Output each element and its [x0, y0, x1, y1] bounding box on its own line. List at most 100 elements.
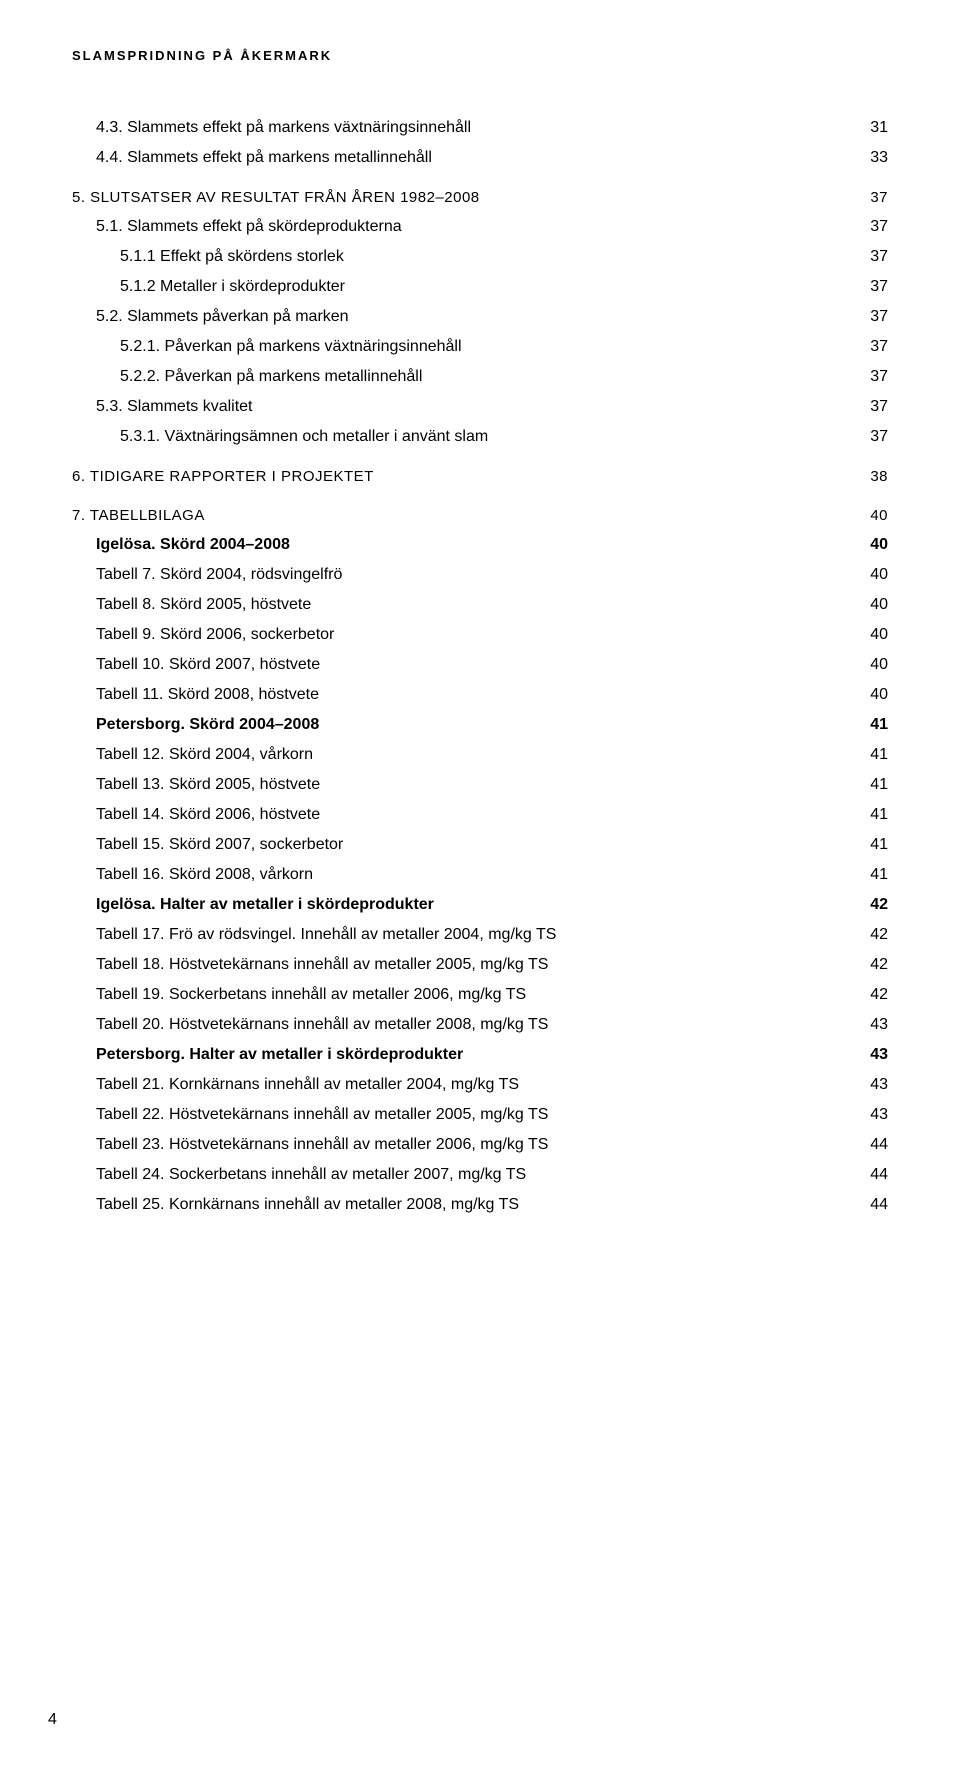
page-number: 4 [48, 1711, 57, 1729]
toc-entry-page: 38 [852, 468, 888, 485]
toc-row: Tabell 15. Skörd 2007, sockerbetor41 [72, 836, 888, 854]
toc-entry-label: Tabell 11. Skörd 2008, höstvete [96, 686, 852, 704]
toc-entry-page: 42 [852, 926, 888, 944]
toc-row: 5.2.2. Påverkan på markens metallinnehål… [72, 368, 888, 386]
toc-row: Tabell 24. Sockerbetans innehåll av meta… [72, 1166, 888, 1184]
toc-row: Tabell 23. Höstvetekärnans innehåll av m… [72, 1136, 888, 1154]
toc-entry-page: 41 [852, 866, 888, 884]
toc-entry-page: 41 [852, 776, 888, 794]
toc-row: Tabell 14. Skörd 2006, höstvete41 [72, 806, 888, 824]
toc-entry-page: 37 [852, 278, 888, 296]
toc-entry-label: Tabell 15. Skörd 2007, sockerbetor [96, 836, 852, 854]
toc-row: 5.1. Slammets effekt på skördeproduktern… [72, 218, 888, 236]
toc-entry-page: 41 [852, 806, 888, 824]
toc-row: Tabell 7. Skörd 2004, rödsvingelfrö40 [72, 566, 888, 584]
toc-entry-label: Tabell 10. Skörd 2007, höstvete [96, 656, 852, 674]
toc-entry-label: Tabell 7. Skörd 2004, rödsvingelfrö [96, 566, 852, 584]
toc-entry-page: 40 [852, 596, 888, 614]
toc-row: 5.3.1. Växtnäringsämnen och metaller i a… [72, 428, 888, 446]
toc-row: 5.1.1 Effekt på skördens storlek37 [72, 248, 888, 266]
running-head: SLAMSPRIDNING PÅ ÅKERMARK [72, 48, 888, 63]
toc-entry-label: 5.1.1 Effekt på skördens storlek [120, 248, 852, 266]
toc-entry-page: 43 [852, 1046, 888, 1064]
toc-entry-page: 40 [852, 507, 888, 524]
toc-entry-page: 37 [852, 189, 888, 206]
toc-entry-page: 44 [852, 1136, 888, 1154]
toc-entry-label: Tabell 17. Frö av rödsvingel. Innehåll a… [96, 926, 852, 944]
toc-entry-label: Igelösa. Skörd 2004–2008 [96, 536, 852, 554]
toc-entry-label: 5.2. Slammets påverkan på marken [96, 308, 852, 326]
toc-entry-label: Tabell 21. Kornkärnans innehåll av metal… [96, 1076, 852, 1094]
toc-entry-label: 4.3. Slammets effekt på markens växtnäri… [96, 119, 852, 137]
toc-row: Tabell 12. Skörd 2004, vårkorn41 [72, 746, 888, 764]
toc-entry-label: 5.2.1. Påverkan på markens växtnäringsin… [120, 338, 852, 356]
toc-entry-page: 44 [852, 1166, 888, 1184]
toc-entry-page: 43 [852, 1106, 888, 1124]
toc-row: 7. TABELLBILAGA40 [72, 507, 888, 524]
toc-entry-label: 5. SLUTSATSER AV RESULTAT FRÅN ÅREN 1982… [72, 189, 852, 206]
toc-entry-label: Tabell 14. Skörd 2006, höstvete [96, 806, 852, 824]
toc-entry-label: Tabell 18. Höstvetekärnans innehåll av m… [96, 956, 852, 974]
toc-entry-label: 5.2.2. Påverkan på markens metallinnehål… [120, 368, 852, 386]
toc-entry-label: Petersborg. Skörd 2004–2008 [96, 716, 852, 734]
toc-row: 5. SLUTSATSER AV RESULTAT FRÅN ÅREN 1982… [72, 189, 888, 206]
toc-entry-label: 5.3. Slammets kvalitet [96, 398, 852, 416]
toc-entry-page: 41 [852, 836, 888, 854]
toc-entry-label: Tabell 12. Skörd 2004, vårkorn [96, 746, 852, 764]
toc-entry-label: Tabell 13. Skörd 2005, höstvete [96, 776, 852, 794]
toc-entry-page: 37 [852, 368, 888, 386]
toc-entry-page: 37 [852, 218, 888, 236]
toc-entry-page: 33 [852, 149, 888, 167]
toc-row: Igelösa. Halter av metaller i skördeprod… [72, 896, 888, 914]
toc-row: Petersborg. Skörd 2004–200841 [72, 716, 888, 734]
toc-entry-label: Tabell 20. Höstvetekärnans innehåll av m… [96, 1016, 852, 1034]
document-page: SLAMSPRIDNING PÅ ÅKERMARK 4.3. Slammets … [0, 0, 960, 1777]
toc-entry-label: Tabell 8. Skörd 2005, höstvete [96, 596, 852, 614]
toc-entry-page: 37 [852, 398, 888, 416]
toc-row: Tabell 21. Kornkärnans innehåll av metal… [72, 1076, 888, 1094]
toc-row: 5.1.2 Metaller i skördeprodukter37 [72, 278, 888, 296]
toc-entry-page: 42 [852, 986, 888, 1004]
toc-entry-page: 43 [852, 1076, 888, 1094]
toc-row: Tabell 8. Skörd 2005, höstvete40 [72, 596, 888, 614]
toc-entry-page: 43 [852, 1016, 888, 1034]
toc-entry-label: Tabell 23. Höstvetekärnans innehåll av m… [96, 1136, 852, 1154]
toc-entry-page: 40 [852, 566, 888, 584]
toc-entry-label: 7. TABELLBILAGA [72, 507, 852, 524]
toc-row: 6. TIDIGARE RAPPORTER I PROJEKTET38 [72, 468, 888, 485]
toc-row: 5.2. Slammets påverkan på marken37 [72, 308, 888, 326]
toc-row: Tabell 22. Höstvetekärnans innehåll av m… [72, 1106, 888, 1124]
toc-row: 4.4. Slammets effekt på markens metallin… [72, 149, 888, 167]
toc-entry-label: Tabell 25. Kornkärnans innehåll av metal… [96, 1196, 852, 1214]
toc-entry-label: Tabell 9. Skörd 2006, sockerbetor [96, 626, 852, 644]
toc-entry-page: 42 [852, 896, 888, 914]
toc-row: Petersborg. Halter av metaller i skördep… [72, 1046, 888, 1064]
toc-entry-label: 5.3.1. Växtnäringsämnen och metaller i a… [120, 428, 852, 446]
toc-entry-label: Petersborg. Halter av metaller i skördep… [96, 1046, 852, 1064]
toc-entry-label: Tabell 16. Skörd 2008, vårkorn [96, 866, 852, 884]
toc-entry-page: 37 [852, 338, 888, 356]
toc-row: 5.3. Slammets kvalitet37 [72, 398, 888, 416]
toc-entry-label: 5.1.2 Metaller i skördeprodukter [120, 278, 852, 296]
toc-entry-label: Tabell 24. Sockerbetans innehåll av meta… [96, 1166, 852, 1184]
toc-row: Tabell 19. Sockerbetans innehåll av meta… [72, 986, 888, 1004]
toc-row: 4.3. Slammets effekt på markens växtnäri… [72, 119, 888, 137]
toc-entry-page: 41 [852, 716, 888, 734]
toc-row: Tabell 25. Kornkärnans innehåll av metal… [72, 1196, 888, 1214]
toc-row: Tabell 13. Skörd 2005, höstvete41 [72, 776, 888, 794]
toc-entry-page: 41 [852, 746, 888, 764]
toc-entry-page: 42 [852, 956, 888, 974]
toc-row: Tabell 18. Höstvetekärnans innehåll av m… [72, 956, 888, 974]
toc-entry-page: 40 [852, 656, 888, 674]
toc-entry-page: 40 [852, 626, 888, 644]
toc-entry-page: 37 [852, 308, 888, 326]
toc-row: Igelösa. Skörd 2004–200840 [72, 536, 888, 554]
toc-entry-label: Igelösa. Halter av metaller i skördeprod… [96, 896, 852, 914]
toc-row: Tabell 20. Höstvetekärnans innehåll av m… [72, 1016, 888, 1034]
toc-row: Tabell 17. Frö av rödsvingel. Innehåll a… [72, 926, 888, 944]
toc-entry-label: 6. TIDIGARE RAPPORTER I PROJEKTET [72, 468, 852, 485]
toc-row: Tabell 10. Skörd 2007, höstvete40 [72, 656, 888, 674]
toc-entry-page: 40 [852, 536, 888, 554]
toc-entry-page: 37 [852, 248, 888, 266]
toc-entry-page: 40 [852, 686, 888, 704]
